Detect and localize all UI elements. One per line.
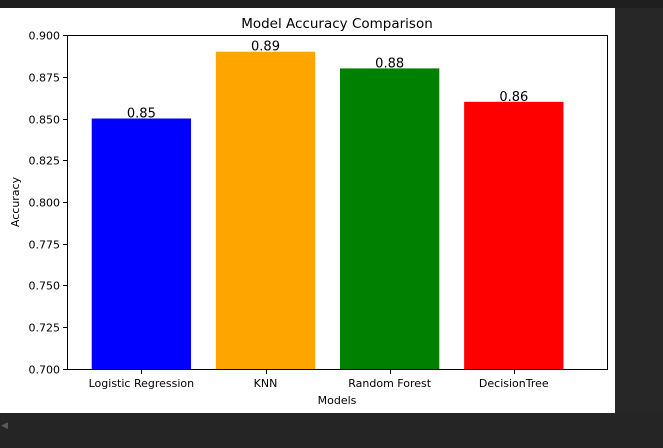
bars-group: 0.85 0.89 0.88 0.86 — [91, 40, 564, 370]
y-axis-ticks: 0.700 0.725 0.750 0.775 0.800 0.825 0.850 0.875… — [29, 30, 67, 377]
x-axis-ticks: Logistic Regression KNN Random Forest Decis… — [89, 370, 549, 390]
y-tick-label: 0.750 — [29, 280, 61, 293]
x-tick-label: KNN — [254, 377, 278, 390]
window-top-strip — [0, 0, 663, 8]
bar — [464, 101, 564, 370]
bar-value-label: 0.88 — [375, 56, 404, 71]
chart-title: Model Accuracy Comparison — [241, 16, 433, 32]
x-tick-label: DecisionTree — [479, 377, 549, 390]
y-tick-label: 0.825 — [29, 155, 61, 168]
y-tick-label: 0.900 — [29, 30, 61, 43]
y-tick-label: 0.700 — [29, 364, 61, 377]
chart-canvas: Model Accuracy Comparison 0.700 0.725 0.75… — [9, 16, 608, 407]
bar-value-label: 0.86 — [499, 90, 528, 105]
x-tick-label: Logistic Regression — [89, 377, 195, 390]
plot-frame — [67, 35, 608, 370]
bar-value-label: 0.89 — [251, 40, 280, 55]
x-tick-label: Random Forest — [348, 377, 431, 390]
y-tick-label: 0.875 — [29, 72, 61, 85]
chart-figure: Model Accuracy Comparison 0.700 0.725 0.75… — [0, 8, 615, 413]
bar — [215, 51, 316, 369]
y-tick-label: 0.775 — [29, 239, 61, 252]
y-tick-label: 0.800 — [29, 197, 61, 210]
bar — [340, 68, 440, 370]
x-axis-label: Models — [318, 394, 357, 407]
bottom-bar — [0, 413, 663, 448]
y-axis-label: Accuracy — [9, 176, 22, 227]
y-tick-label: 0.725 — [29, 322, 61, 335]
y-tick-label: 0.850 — [29, 114, 61, 127]
bar — [91, 118, 192, 369]
bar-value-label: 0.85 — [127, 107, 156, 122]
scroll-left-arrow-icon[interactable]: ◀ — [1, 421, 8, 431]
